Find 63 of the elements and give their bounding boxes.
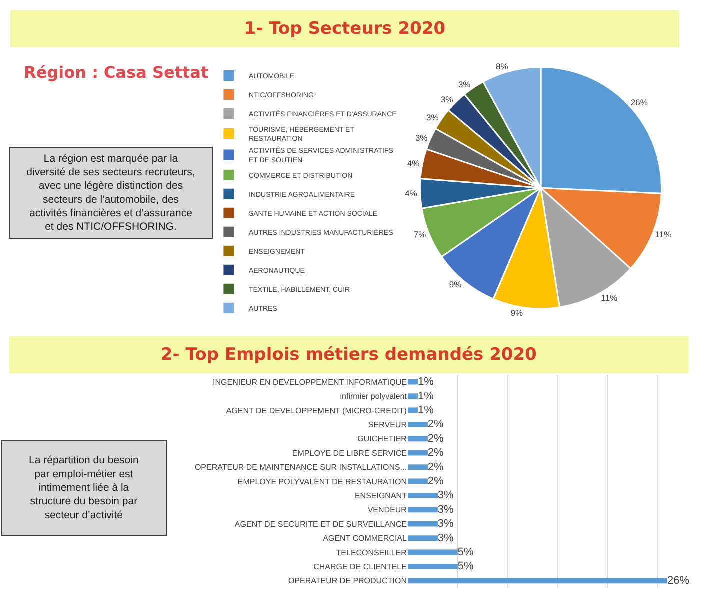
chart-subtitle: Région : Casa Settat [24, 63, 209, 82]
data-label: 3% [438, 532, 454, 544]
data-label: 2% [428, 418, 444, 431]
y-tick-label: EMPLOYE DE LIBRE SERVICE [292, 448, 407, 458]
data-label: 2% [428, 476, 444, 488]
data-label: 5% [458, 560, 474, 573]
bar [408, 507, 438, 513]
y-tick-label: SERVEUR [368, 420, 408, 430]
bar [408, 436, 428, 442]
data-label: 4% [405, 188, 418, 199]
bar [408, 379, 418, 385]
text: La répartition du besoin par emploi-métier est intimement liée à la structure du besoin par secteur d’activité [29, 454, 139, 522]
bar [408, 464, 428, 470]
data-label: 11% [655, 230, 672, 240]
data-label: 1% [418, 376, 434, 388]
data-label: 7% [414, 230, 427, 240]
data-label: 11% [601, 293, 618, 304]
data-label: 5% [458, 546, 474, 558]
text: La région est marquée par la diversité de ses secteurs recruteurs, avec une légère distinction des secteurs de l’automobile, des activités financières et d’assurance et des NTIC/OFFSHORING. [26, 152, 196, 234]
y-tick-label: EMPLOYE POLYVALENT DE RESTAURATION [238, 477, 408, 486]
y-tick-label: CHARGE DE CLIENTELE [314, 562, 407, 572]
y-tick-label: AGENT COMMERCIAL [323, 534, 408, 544]
data-label: 2% [428, 447, 444, 460]
data-label: 9% [510, 308, 524, 318]
bar [408, 578, 668, 584]
y-tick-label: VENDEUR [368, 506, 408, 515]
data-label: 3% [426, 112, 440, 123]
data-label: 3% [415, 133, 428, 144]
bar [408, 493, 438, 498]
bar [408, 478, 428, 484]
y-tick-label: GUICHETIER [358, 434, 408, 444]
data-label: 3% [438, 504, 454, 516]
data-label: 1% [418, 390, 434, 402]
data-label: 9% [449, 280, 462, 290]
bar [408, 550, 458, 556]
y-tick-label: INGENIEUR EN DEVELOPPEMENT INFORMATIQUE [213, 378, 407, 387]
data-label: 2% [428, 432, 444, 445]
y-tick-label: AGENT DE SECURITE ET DE SURVEILLANCE [234, 520, 407, 529]
chart-title: 2- Top Emplois métiers demandés 2020 [160, 345, 538, 365]
bar [408, 408, 418, 414]
data-label: 8% [496, 61, 509, 72]
data-label: 3% [440, 94, 454, 104]
data-label: 26% [630, 97, 648, 108]
data-label: 26% [667, 574, 690, 587]
data-label: 3% [458, 79, 472, 90]
y-tick-label: ENSEIGNANT [354, 492, 408, 500]
bar [408, 564, 458, 570]
data-label: 3% [438, 490, 454, 502]
y-tick-label: OPERATEUR DE MAINTENANCE SUR INSTALLATIONS... [194, 463, 407, 472]
bar [408, 394, 418, 399]
bar [408, 450, 428, 456]
data-label: 2% [428, 461, 444, 474]
chart-title: 1- Top Secteurs 2020 [244, 19, 446, 39]
bar [408, 521, 438, 527]
data-label: 3% [438, 518, 454, 530]
y-tick-label: infirmier polyvalent [340, 392, 408, 402]
y-tick-label: OPERATEUR DE PRODUCTION [288, 576, 408, 586]
bar [408, 536, 438, 541]
bar [408, 422, 428, 428]
data-label: 1% [418, 404, 434, 416]
y-tick-label: AGENT DE DEVELOPPEMENT (MICRO-CREDIT) [226, 406, 408, 416]
data-label: 4% [407, 158, 420, 169]
y-tick-label: TELECONSEILLER [336, 548, 408, 558]
